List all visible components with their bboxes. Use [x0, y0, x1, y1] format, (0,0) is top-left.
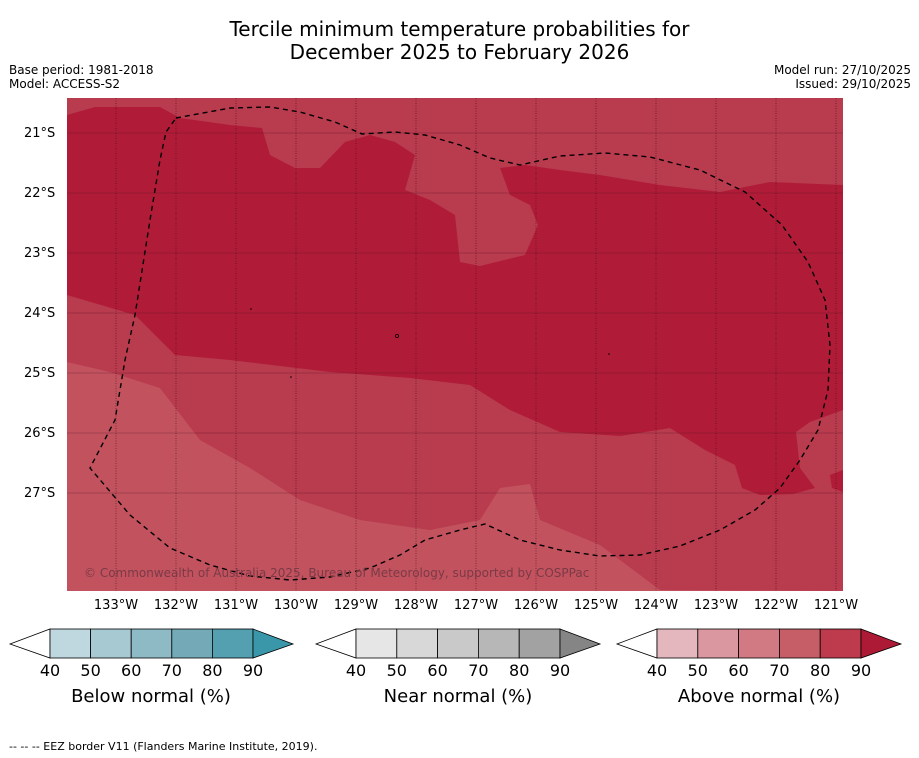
colorbar-below-tick: 90: [242, 661, 264, 680]
lat-label: 24°S: [24, 306, 56, 321]
colorbar-below-bin: [49, 628, 91, 659]
lat-label: 26°S: [24, 426, 56, 441]
lon-label: 128°W: [393, 598, 439, 613]
colorbar-near: [314, 628, 602, 659]
colorbar-below-bin: [171, 628, 213, 659]
lon-label: 122°W: [753, 598, 799, 613]
issued-label: Issued: 29/10/2025: [795, 77, 911, 91]
lon-label: 131°W: [213, 598, 259, 613]
lon-label: 127°W: [453, 598, 499, 613]
colorbar-below-tick: 80: [202, 661, 223, 680]
model-run-label: Model run: 27/10/2025: [773, 63, 911, 77]
colorbar-below-tick: 60: [121, 661, 142, 680]
island-marker: [250, 308, 252, 310]
meta-left: Base period: 1981-2018 Model: ACCESS-S2: [9, 63, 154, 91]
colorbar-below-bin: [90, 628, 132, 659]
lon-label: 123°W: [693, 598, 739, 613]
colorbar-near-max-arrow: [559, 628, 602, 659]
colorbar-above-bin: [738, 628, 780, 659]
lon-label: 130°W: [273, 598, 319, 613]
colorbar-below-tick: 70: [161, 661, 182, 680]
colorbar-near-bin: [437, 628, 479, 659]
colorbar-near-tick: 50: [386, 661, 407, 680]
colorbar-below: [8, 628, 295, 659]
lat-label: 23°S: [24, 246, 56, 261]
lon-label: 132°W: [153, 598, 199, 613]
colorbar-below-min-arrow: [8, 628, 51, 659]
colorbar-above-title: Above normal (%): [677, 686, 841, 707]
colorbar-near-min-arrow: [314, 628, 357, 659]
zone-80-90-east: [830, 470, 843, 492]
lat-label: 27°S: [24, 486, 56, 501]
colorbar-above-tick: 60: [728, 661, 749, 680]
colorbar-below-bin: [130, 628, 173, 659]
colorbar-near-tick: 40: [345, 661, 367, 680]
model-label: Model: ACCESS-S2: [9, 77, 121, 91]
colorbar-above-bin: [697, 628, 739, 659]
map-title: Tercile minimum temperature probabilitie…: [0, 18, 919, 64]
colorbar-above: [615, 628, 903, 659]
colorbar-near-tick: 80: [509, 661, 530, 680]
colorbar-near-tick: 90: [549, 661, 571, 680]
base-period-label: Base period: 1981-2018: [9, 63, 154, 77]
colorbar-near-title: Near normal (%): [383, 686, 533, 707]
island-marker: [290, 376, 292, 378]
colorbar-below-tick: 40: [39, 661, 61, 680]
colorbar-above-bin: [819, 628, 862, 659]
colorbar-above-tick: 90: [850, 661, 872, 680]
colorbar-above-bin: [656, 628, 699, 659]
probability-field: [67, 98, 843, 591]
meta-right: Model run: 27/10/2025 Issued: 29/10/2025: [774, 63, 911, 91]
island-marker: [608, 353, 610, 355]
copyright-notice: © Commonwealth of Australia 2025, Bureau…: [84, 566, 590, 580]
colorbar-above-tick: 70: [769, 661, 790, 680]
colorbar-above-bin: [779, 628, 821, 659]
colorbar-near-tick: 70: [468, 661, 489, 680]
lon-label: 124°W: [633, 598, 679, 613]
colorbar-above-tick: 50: [687, 661, 708, 680]
colorbar-above-tick: 80: [810, 661, 831, 680]
meridians: [115, 98, 837, 591]
colorbar-near-bin: [355, 628, 398, 659]
colorbar-below-tick: 50: [80, 661, 101, 680]
lon-label: 133°W: [93, 598, 139, 613]
colorbar-below-max-arrow: [252, 628, 295, 659]
zone-60-70: [67, 362, 843, 591]
colorbar-near-tick: 60: [427, 661, 448, 680]
lon-label: 129°W: [333, 598, 379, 613]
colorbar-near-bin: [396, 628, 438, 659]
graticule: [67, 132, 843, 494]
lat-label: 21°S: [24, 126, 56, 141]
lon-label: 125°W: [573, 598, 619, 613]
eez-footnote: -- -- -- EEZ border V11 (Flanders Marine…: [9, 740, 318, 753]
colorbar-above-min-arrow: [615, 628, 658, 659]
title-line-1: Tercile minimum temperature probabilitie…: [229, 17, 690, 41]
lon-label: 126°W: [513, 598, 559, 613]
colorbar-below-title: Below normal (%): [71, 686, 231, 707]
colorbar-above-tick: 40: [646, 661, 668, 680]
lat-label: 22°S: [24, 186, 56, 201]
colorbar-near-bin: [518, 628, 561, 659]
lat-label: 25°S: [24, 366, 56, 381]
colorbar-below-bin: [211, 628, 254, 659]
zone-80-90: [67, 107, 843, 495]
island-marker: [394, 333, 399, 338]
colorbar-above-max-arrow: [860, 628, 903, 659]
title-line-2: December 2025 to February 2026: [289, 40, 630, 64]
colorbar-near-bin: [477, 628, 520, 659]
lon-label: 121°W: [813, 598, 859, 613]
